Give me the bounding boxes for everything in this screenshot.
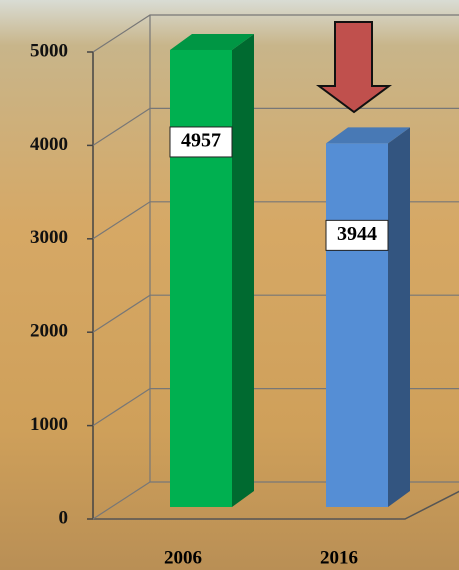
y-tick-label: 1000 [30, 414, 68, 435]
x-tick-label: 2006 [164, 547, 202, 568]
bar-top [326, 127, 410, 144]
bar-side [388, 127, 410, 508]
floor [93, 490, 459, 520]
bar-side [232, 33, 254, 507]
y-tick-label: 4000 [30, 134, 68, 155]
y-tick-label: 5000 [30, 40, 68, 61]
value-label: 3944 [337, 223, 377, 245]
y-tick-label: 0 [59, 507, 69, 528]
y-tick-label: 2000 [30, 321, 68, 342]
x-tick-label: 2016 [320, 547, 358, 568]
grid-line [92, 14, 459, 53]
y-tick-label: 3000 [30, 227, 68, 248]
value-label: 4957 [181, 130, 221, 152]
bar [326, 143, 388, 507]
value-label-box [325, 219, 389, 251]
bar-top [170, 33, 254, 50]
decrease-arrow [315, 21, 393, 114]
value-label-box [169, 126, 233, 158]
bar [170, 49, 232, 507]
